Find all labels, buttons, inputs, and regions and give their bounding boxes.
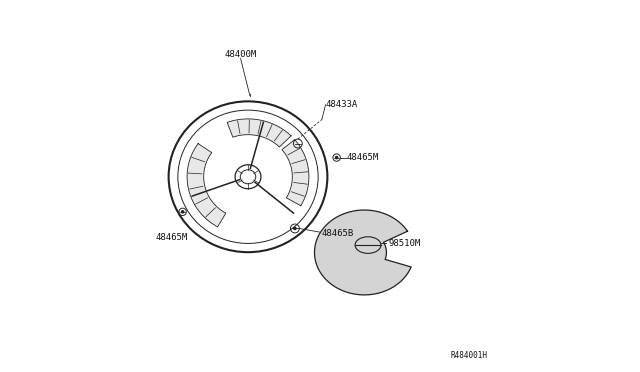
Text: R484001H: R484001H (451, 351, 488, 360)
Polygon shape (282, 140, 309, 206)
Circle shape (294, 227, 296, 230)
Text: 98510M: 98510M (388, 239, 420, 248)
Text: 48433A: 48433A (326, 100, 358, 109)
Text: 48465M: 48465M (156, 233, 188, 242)
Text: 48400M: 48400M (225, 51, 257, 60)
Text: 48465B: 48465B (322, 230, 354, 238)
Polygon shape (314, 210, 411, 295)
Polygon shape (187, 144, 226, 227)
Text: 48465M: 48465M (347, 153, 379, 162)
Polygon shape (227, 119, 291, 147)
Circle shape (182, 211, 184, 213)
Circle shape (335, 157, 338, 159)
